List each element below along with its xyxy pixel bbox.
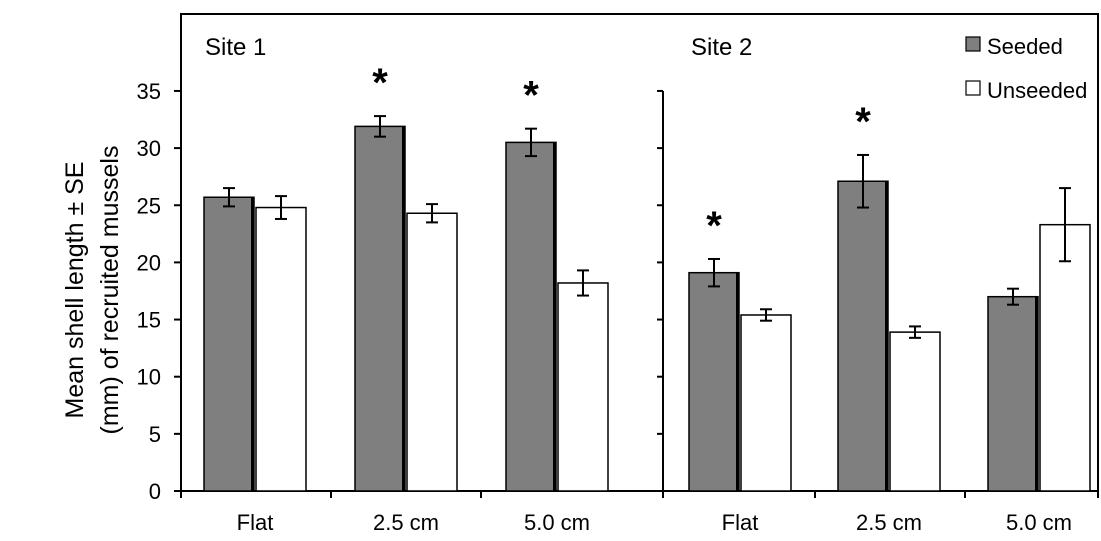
bar-shadow xyxy=(251,197,254,491)
y-axis-title-line2: (mm) of recruited mussels xyxy=(96,146,124,435)
y-tick-label: 30 xyxy=(137,136,161,161)
bar-seeded xyxy=(354,125,406,492)
y-tick-label: 15 xyxy=(137,308,161,333)
x-tick-label: 5.0 cm xyxy=(1006,510,1072,535)
x-tick-label: 2.5 cm xyxy=(373,510,439,535)
y-tick-label: 35 xyxy=(137,79,161,104)
site-1-label: Site 1 xyxy=(205,34,266,61)
significance-star: * xyxy=(706,204,722,248)
bar-unseeded xyxy=(889,331,941,492)
legend-swatch-seeded xyxy=(965,36,981,52)
bar-shadow xyxy=(885,181,888,491)
y-tick-label: 20 xyxy=(137,250,161,275)
plot-frame xyxy=(180,13,1099,492)
bar-seeded xyxy=(688,271,740,492)
bar-seeded xyxy=(987,295,1039,492)
bar-shadow xyxy=(736,272,739,491)
y-axis-title-line1: Mean shell length ± SE xyxy=(61,162,89,419)
significance-markers: * * * * xyxy=(372,61,871,248)
plot-area xyxy=(180,13,1099,492)
significance-star: * xyxy=(523,74,539,118)
bar-shadow xyxy=(1035,296,1038,491)
bars xyxy=(203,115,1091,492)
bar-unseeded xyxy=(1039,223,1091,492)
legend-label-unseeded: Unseeded xyxy=(987,78,1087,103)
bar-seeded xyxy=(505,141,557,492)
y-axis: 0 5 10 15 20 25 30 35 xyxy=(137,79,663,504)
significance-star: * xyxy=(372,61,388,105)
bar-shadow xyxy=(402,126,405,492)
y-axis-title: Mean shell length ± SE (mm) of recruited… xyxy=(61,146,124,435)
site-2-label: Site 2 xyxy=(691,34,752,61)
legend: Seeded Unseeded xyxy=(965,34,1087,103)
bar-unseeded xyxy=(406,212,458,492)
y-tick-label: 25 xyxy=(137,193,161,218)
significance-star: * xyxy=(855,100,871,144)
bar-unseeded xyxy=(740,314,792,492)
legend-swatch-unseeded xyxy=(965,80,981,96)
bar-unseeded xyxy=(557,282,609,492)
bar-seeded xyxy=(203,196,255,492)
x-tick-label: 5.0 cm xyxy=(524,510,590,535)
legend-label-seeded: Seeded xyxy=(987,34,1063,59)
y-tick-label: 5 xyxy=(149,422,161,447)
y-tick-label: 0 xyxy=(149,479,161,504)
bar-unseeded xyxy=(255,206,307,492)
bar-seeded xyxy=(837,180,889,492)
x-tick-label: Flat xyxy=(237,510,274,535)
y-tick-label: 10 xyxy=(137,365,161,390)
x-tick-label: Flat xyxy=(722,510,759,535)
x-axis: Flat 2.5 cm 5.0 cm Flat 2.5 cm 5.0 cm xyxy=(180,491,1099,535)
bar-shadow xyxy=(553,142,556,491)
x-tick-label: 2.5 cm xyxy=(856,510,922,535)
